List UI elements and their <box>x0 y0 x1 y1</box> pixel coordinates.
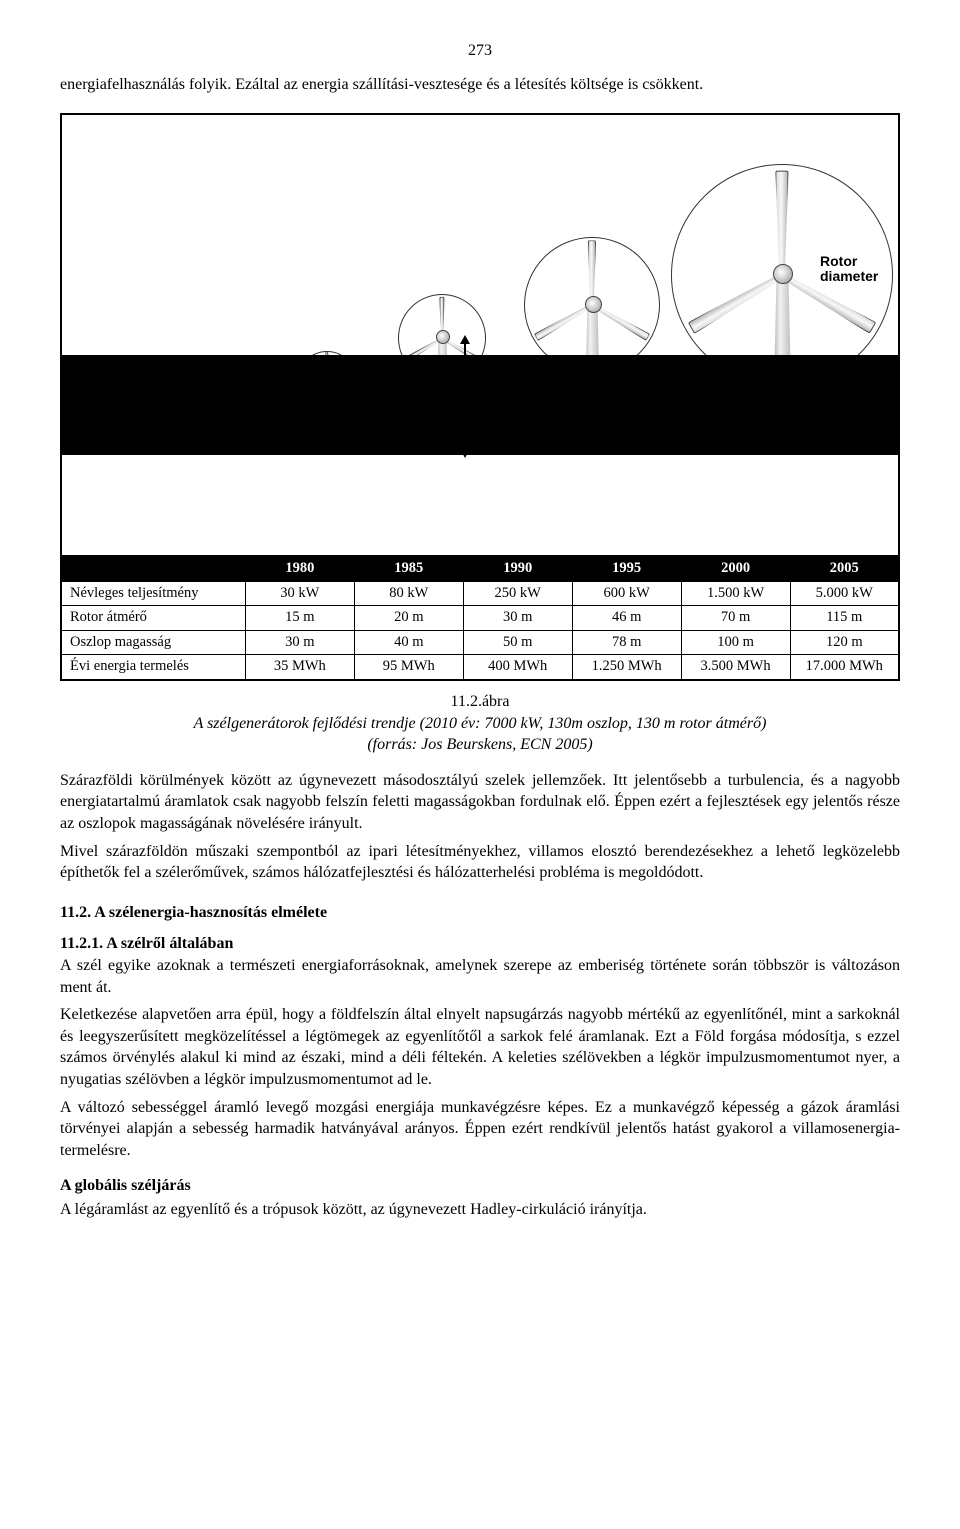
figure: Hub height Rotor diameter 19801985199019… <box>60 113 900 681</box>
table-row: Oszlop magasság30 m40 m50 m78 m100 m120 … <box>61 630 899 655</box>
figure-title: A szélgenerátorok fejlődési trendje (201… <box>60 713 900 735</box>
row-label: Rotor átmérő <box>61 606 245 631</box>
year-header: 2005 <box>790 556 899 581</box>
paragraph-5: A változó sebességgel áramló levegő mozg… <box>60 1097 900 1162</box>
table-cell: 3.500 MWh <box>681 655 790 680</box>
table-cell: 35 MWh <box>245 655 354 680</box>
table-row: Rotor átmérő15 m20 m30 m46 m70 m115 m <box>61 606 899 631</box>
rotor-diameter-label: Rotor diameter <box>820 254 878 283</box>
table-cell: 17.000 MWh <box>790 655 899 680</box>
row-label: Oszlop magasság <box>61 630 245 655</box>
turbine-hub <box>585 296 602 313</box>
spec-table: 198019851990199520002005 Névleges teljes… <box>60 555 900 681</box>
body-paragraph-1: Szárazföldi körülmények között az úgynev… <box>60 770 900 835</box>
global-heading: A globális széljárás <box>60 1177 191 1194</box>
figure-source: (forrás: Jos Beurskens, ECN 2005) <box>60 734 900 756</box>
rotor-diameter-label-l2: diameter <box>820 268 878 284</box>
table-cell: 115 m <box>790 606 899 631</box>
page-number: 273 <box>60 40 900 62</box>
figure-caption: 11.2.ábra A szélgenerátorok fejlődési tr… <box>60 691 900 756</box>
table-cell: 78 m <box>572 630 681 655</box>
table-cell: 30 m <box>245 630 354 655</box>
table-cell: 46 m <box>572 606 681 631</box>
table-cell: 40 m <box>354 630 463 655</box>
table-cell: 1.500 kW <box>681 581 790 606</box>
sub-heading: 11.2.1. A szélről általában <box>60 935 233 952</box>
table-cell: 15 m <box>245 606 354 631</box>
year-header: 1995 <box>572 556 681 581</box>
paragraph-4: Keletkezése alapvetően arra épül, hogy a… <box>60 1004 900 1090</box>
table-cell: 250 kW <box>463 581 572 606</box>
table-row: Névleges teljesítmény30 kW80 kW250 kW600… <box>61 581 899 606</box>
paragraph-6: A légáramlást az egyenlítő és a trópusok… <box>60 1199 900 1221</box>
year-header: 1985 <box>354 556 463 581</box>
figure-number: 11.2.ábra <box>60 691 900 713</box>
row-label: Évi energia termelés <box>61 655 245 680</box>
year-header: 1980 <box>245 556 354 581</box>
year-header: 1990 <box>463 556 572 581</box>
table-cell: 70 m <box>681 606 790 631</box>
diagram-baseline <box>62 355 898 455</box>
table-cell: 100 m <box>681 630 790 655</box>
intro-paragraph: energiafelhasználás folyik. Ezáltal az e… <box>60 74 900 96</box>
table-cell: 600 kW <box>572 581 681 606</box>
turbine-diagram: Hub height Rotor diameter <box>60 113 900 557</box>
body-paragraph-2: Mivel szárazföldön műszaki szempontból a… <box>60 841 900 884</box>
section-heading: 11.2. A szélenergia-hasznosítás elmélete <box>60 902 900 924</box>
table-cell: 400 MWh <box>463 655 572 680</box>
table-cell: 5.000 kW <box>790 581 899 606</box>
row-label: Névleges teljesítmény <box>61 581 245 606</box>
table-cell: 50 m <box>463 630 572 655</box>
table-row: Évi energia termelés35 MWh95 MWh400 MWh1… <box>61 655 899 680</box>
table-cell: 120 m <box>790 630 899 655</box>
rotor-diameter-label-l1: Rotor <box>820 253 857 269</box>
paragraph-3: A szél egyike azoknak a természeti energ… <box>60 955 900 998</box>
table-cell: 95 MWh <box>354 655 463 680</box>
table-cell: 80 kW <box>354 581 463 606</box>
year-header: 2000 <box>681 556 790 581</box>
table-cell: 30 m <box>463 606 572 631</box>
table-cell: 30 kW <box>245 581 354 606</box>
table-cell: 20 m <box>354 606 463 631</box>
table-cell: 1.250 MWh <box>572 655 681 680</box>
